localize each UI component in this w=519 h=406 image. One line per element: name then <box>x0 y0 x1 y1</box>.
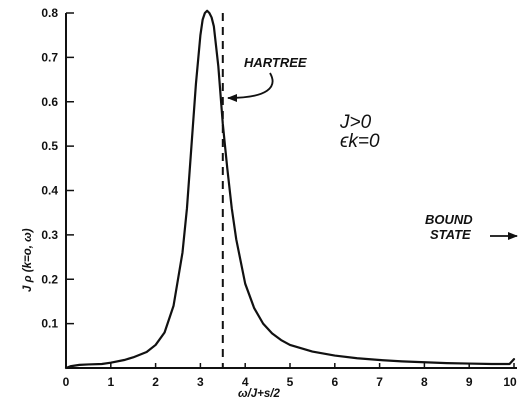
x-tick-label-2: 2 <box>152 375 159 389</box>
x-tick-label-9: 9 <box>466 375 473 389</box>
condition-j-positive: J>0 <box>339 112 372 133</box>
y-tick-label-0.1: 0.1 <box>41 317 58 331</box>
x-tick-label-0: 0 <box>63 375 70 389</box>
x-tick-label-5: 5 <box>287 375 294 389</box>
x-tick-label-4: 4 <box>242 375 249 389</box>
x-tick-label-6: 6 <box>331 375 338 389</box>
y-tick-label-0.5: 0.5 <box>41 139 58 153</box>
y-tick-label-0.2: 0.2 <box>41 272 58 286</box>
x-tick-label-8: 8 <box>421 375 428 389</box>
spectral-function-curve <box>64 9 516 370</box>
y-tick-label-0.7: 0.7 <box>41 50 58 64</box>
bound-state-label-line1: BOUND <box>425 212 473 227</box>
bound-state-label-line2: STATE <box>430 227 471 242</box>
hartree-label: HARTREE <box>244 55 307 70</box>
hartree-arrow <box>227 72 274 102</box>
y-tick-label-0.4: 0.4 <box>41 184 58 198</box>
x-ticks: 0 1 2 3 4 5 6 7 8 9 10 <box>63 363 517 389</box>
x-tick-label-3: 3 <box>197 375 204 389</box>
x-tick-label-1: 1 <box>107 375 114 389</box>
y-ticks: 0.1 0.2 0.3 0.4 0.5 0.6 0.7 0.8 <box>41 6 74 331</box>
condition-epsilon-k: ϵk=0 <box>340 131 380 152</box>
y-tick-label-0.8: 0.8 <box>41 6 58 20</box>
y-tick-label-0.6: 0.6 <box>41 95 58 109</box>
x-tick-label-10: 10 <box>503 375 517 389</box>
y-tick-label-0.3: 0.3 <box>41 228 58 242</box>
x-axis-label: ω/J+s/2 <box>238 388 280 400</box>
y-axis-label: J ρ (k=o, ω) <box>22 228 34 292</box>
x-tick-label-7: 7 <box>376 375 383 389</box>
